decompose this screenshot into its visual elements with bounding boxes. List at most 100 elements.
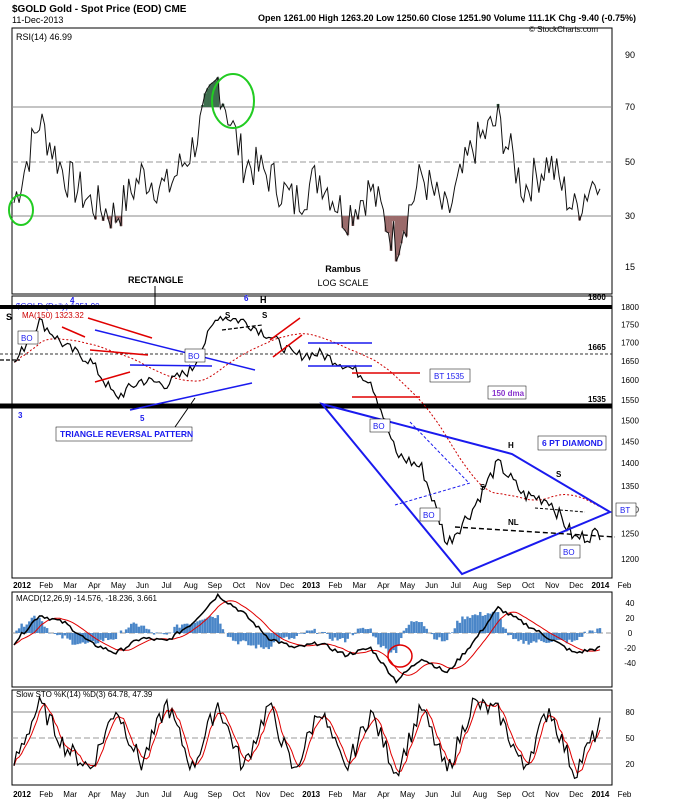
macd-hist-bar bbox=[352, 633, 354, 635]
x-axis-label: 2012 bbox=[13, 581, 31, 590]
rsi-tick: 30 bbox=[625, 211, 635, 221]
macd-hist-bar bbox=[285, 633, 287, 637]
macd-hist-bar bbox=[525, 633, 527, 641]
price-tick: 1750 bbox=[621, 321, 639, 330]
macd-hist-bar bbox=[408, 625, 410, 633]
x-axis-label: Jun bbox=[136, 581, 149, 590]
macd-hist-bar bbox=[268, 633, 270, 649]
macd-hist-bar bbox=[563, 633, 565, 640]
x-axis-label: Feb bbox=[328, 790, 342, 799]
x-axis-label: Nov bbox=[545, 790, 559, 799]
x-axis-label: Apr bbox=[377, 790, 390, 799]
macd-hist-bar bbox=[339, 633, 341, 639]
macd-hist-bar bbox=[43, 627, 45, 633]
macd-hist-bar bbox=[344, 633, 346, 642]
macd-hist-bar bbox=[112, 633, 114, 640]
macd-hist-bar bbox=[510, 633, 512, 635]
bt-label: BT bbox=[620, 506, 630, 515]
macd-hist-bar bbox=[222, 629, 224, 633]
diamond-inner-upper bbox=[410, 422, 468, 482]
x-axis-label: Feb bbox=[618, 581, 632, 590]
macd-hist-bar bbox=[257, 633, 259, 645]
macd-hist-bar bbox=[469, 618, 471, 633]
macd-hist-bar bbox=[359, 628, 361, 633]
x-axis-label: May bbox=[111, 581, 126, 590]
s-label-3: S bbox=[262, 311, 268, 320]
macd-hist-bar bbox=[296, 633, 298, 636]
macd-hist-bar bbox=[382, 633, 384, 646]
bt1535-label: BT 1535 bbox=[434, 372, 465, 381]
price-tick: 1450 bbox=[621, 437, 639, 446]
macd-hist-bar bbox=[400, 633, 402, 638]
triangle-label: TRIANGLE REVERSAL PATTERN bbox=[60, 429, 193, 439]
macd-tick: -40 bbox=[624, 659, 636, 668]
macd-hist-bar bbox=[110, 633, 112, 639]
x-axis-label: Feb bbox=[618, 790, 632, 799]
sto-tick: 50 bbox=[626, 734, 635, 743]
macd-hist-bar bbox=[255, 633, 257, 648]
x-axis-label: Dec bbox=[569, 790, 583, 799]
bo-label-4: BO bbox=[423, 511, 435, 520]
sto-tick: 80 bbox=[626, 708, 635, 717]
macd-hist-bar bbox=[293, 633, 295, 639]
x-axis-label: Jul bbox=[451, 581, 461, 590]
macd-hist-bar bbox=[283, 633, 285, 638]
macd-hist-bar bbox=[161, 633, 163, 634]
macd-hist-bar bbox=[99, 633, 101, 640]
macd-hist-bar bbox=[61, 633, 63, 638]
macd-hist-bar bbox=[599, 628, 601, 633]
sto-label: Slow STO %K(14) %D(3) 64.78, 47.39 bbox=[16, 690, 153, 699]
macd-hist-bar bbox=[66, 633, 68, 639]
macd-hist-bar bbox=[87, 633, 89, 643]
rectangle-label: RECTANGLE bbox=[128, 275, 183, 285]
quote-line: Open 1261.00 High 1263.20 Low 1250.60 Cl… bbox=[258, 13, 636, 23]
x-axis-label: Feb bbox=[39, 790, 53, 799]
macd-hist-bar bbox=[308, 631, 310, 633]
x-axis-label: Aug bbox=[473, 581, 487, 590]
macd-hist-bar bbox=[405, 628, 407, 633]
h-label-2: H bbox=[508, 441, 514, 450]
price-tick: 1250 bbox=[621, 530, 639, 539]
level-1535-label: 1535 bbox=[588, 395, 606, 404]
macd-hist-bar bbox=[334, 633, 336, 638]
x-axis-label: Dec bbox=[280, 790, 294, 799]
macd-hist-bar bbox=[33, 616, 35, 633]
macd-hist-bar bbox=[448, 633, 450, 634]
s-label-4: S bbox=[480, 483, 486, 492]
x-axis-label: Oct bbox=[522, 581, 535, 590]
macd-hist-bar bbox=[341, 633, 343, 638]
macd-hist-bar bbox=[584, 632, 586, 633]
x-axis-label: 2013 bbox=[302, 581, 320, 590]
wave-6: 6 bbox=[244, 294, 249, 303]
macd-hist-bar bbox=[527, 633, 529, 645]
s-label-5: S bbox=[556, 470, 562, 479]
x-axis-label: Nov bbox=[256, 581, 270, 590]
macd-hist-bar bbox=[229, 633, 231, 637]
bo-label-1: BO bbox=[21, 334, 33, 343]
price-tick: 1500 bbox=[621, 416, 639, 425]
macd-hist-bar bbox=[145, 629, 147, 633]
x-axis-label: Apr bbox=[88, 581, 101, 590]
macd-hist-bar bbox=[479, 612, 481, 633]
rsi-oversold-fill bbox=[344, 216, 347, 231]
macd-hist-bar bbox=[46, 628, 48, 633]
price-tick: 1800 bbox=[621, 303, 639, 312]
x-axis-label: Dec bbox=[280, 581, 294, 590]
macd-hist-bar bbox=[533, 633, 535, 641]
triangle-mid-line bbox=[130, 365, 212, 366]
macd-hist-bar bbox=[471, 615, 473, 633]
macd-hist-bar bbox=[403, 631, 405, 633]
price-tick: 1350 bbox=[621, 482, 639, 491]
macd-hist-bar bbox=[553, 633, 555, 640]
macd-hist-bar bbox=[20, 624, 22, 633]
x-axis-label: May bbox=[400, 581, 415, 590]
macd-hist-bar bbox=[505, 629, 507, 633]
macd-hist-bar bbox=[364, 629, 366, 633]
wave-3: 3 bbox=[18, 411, 23, 420]
macd-hist-bar bbox=[477, 615, 479, 633]
x-axis-label: 2014 bbox=[592, 790, 610, 799]
macd-hist-bar bbox=[301, 633, 303, 634]
sto-tick: 20 bbox=[626, 760, 635, 769]
